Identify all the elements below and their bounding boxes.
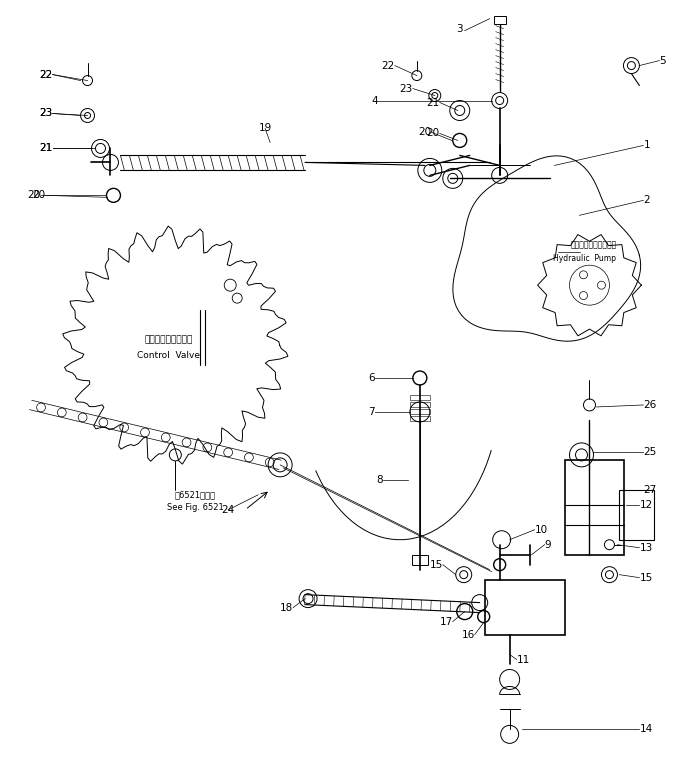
Text: 23: 23 xyxy=(39,109,53,119)
Text: 14: 14 xyxy=(639,725,653,735)
Text: 3: 3 xyxy=(456,24,463,34)
Bar xyxy=(410,395,430,400)
Bar xyxy=(412,554,428,564)
Text: Hydraulic  Pump: Hydraulic Pump xyxy=(553,254,617,263)
Text: 19: 19 xyxy=(259,123,271,133)
Text: 20: 20 xyxy=(28,190,41,200)
Text: 図6521図参照: 図6521図参照 xyxy=(175,490,216,500)
Text: 8: 8 xyxy=(376,475,383,485)
Bar xyxy=(410,402,430,407)
Text: 20: 20 xyxy=(418,127,432,137)
Text: 24: 24 xyxy=(221,505,235,515)
Text: Control  Valve: Control Valve xyxy=(137,351,200,359)
Bar xyxy=(410,416,430,421)
Text: 12: 12 xyxy=(639,500,653,510)
Text: See Fig. 6521: See Fig. 6521 xyxy=(167,503,223,512)
Text: 16: 16 xyxy=(462,630,475,640)
Text: 20: 20 xyxy=(32,190,45,200)
Bar xyxy=(565,460,624,554)
Text: 5: 5 xyxy=(659,56,666,66)
Text: 17: 17 xyxy=(439,617,453,627)
Text: 18: 18 xyxy=(280,603,293,613)
Text: 21: 21 xyxy=(427,97,440,107)
Text: 9: 9 xyxy=(544,540,551,550)
Text: 20: 20 xyxy=(427,129,440,139)
Text: 15: 15 xyxy=(429,560,443,570)
Bar xyxy=(410,409,430,414)
Text: 21: 21 xyxy=(39,143,53,153)
Text: 22: 22 xyxy=(382,61,395,71)
Text: 10: 10 xyxy=(535,525,548,535)
Text: 2: 2 xyxy=(643,195,650,205)
Text: 26: 26 xyxy=(643,400,657,410)
Bar xyxy=(619,490,655,540)
Text: コントロールバルブ: コントロールバルブ xyxy=(144,335,192,345)
Text: 11: 11 xyxy=(517,655,530,665)
Text: 21: 21 xyxy=(39,143,53,153)
Text: ハイドロリックポンプ: ハイドロリックポンプ xyxy=(570,241,617,250)
Text: 6: 6 xyxy=(368,373,375,383)
Text: 4: 4 xyxy=(371,96,378,106)
Text: 15: 15 xyxy=(639,573,653,583)
Bar xyxy=(494,15,506,24)
Text: 22: 22 xyxy=(39,69,53,79)
Text: 1: 1 xyxy=(643,140,650,150)
Text: 22: 22 xyxy=(39,69,53,79)
Text: 7: 7 xyxy=(368,407,375,417)
Text: 25: 25 xyxy=(643,447,657,457)
Bar xyxy=(485,580,565,635)
Text: 23: 23 xyxy=(399,83,413,93)
Text: 13: 13 xyxy=(639,543,653,553)
Text: 27: 27 xyxy=(643,485,657,495)
Text: 23: 23 xyxy=(39,109,53,119)
